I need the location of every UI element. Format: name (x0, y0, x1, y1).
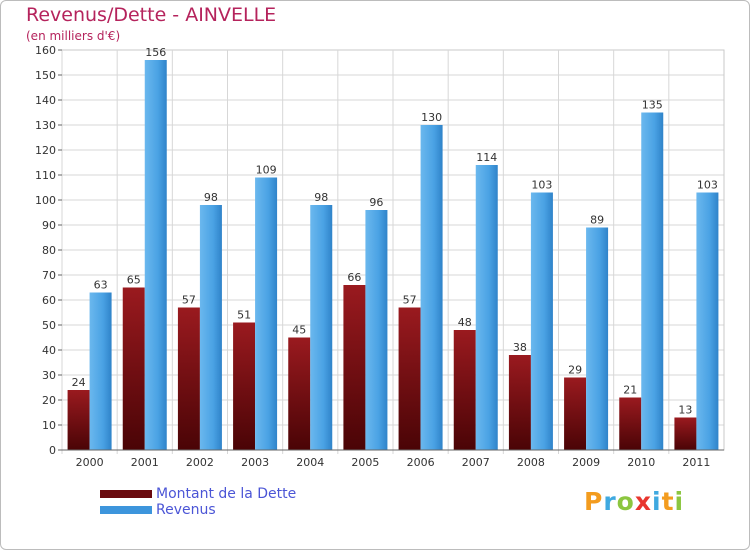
bar-debt (233, 322, 256, 450)
data-label-debt: 45 (292, 324, 306, 337)
legend-swatch-debt (100, 490, 152, 498)
data-label-revenus: 103 (531, 179, 552, 192)
data-label-debt: 38 (513, 341, 527, 354)
bar-revenus (89, 292, 112, 450)
y-tick-label: 20 (42, 394, 56, 407)
y-tick-label: 0 (49, 444, 56, 457)
bar-revenus (586, 227, 609, 450)
x-tick-label: 2002 (186, 456, 214, 469)
bar-debt (67, 390, 90, 450)
data-label-debt: 57 (182, 294, 196, 307)
bar-revenus (255, 177, 278, 450)
x-tick-label: 2007 (462, 456, 490, 469)
x-tick-label: 2010 (627, 456, 655, 469)
bar-debt (177, 307, 200, 450)
y-tick-label: 90 (42, 219, 56, 232)
chart-subtitle: (en milliers d'€) (26, 29, 121, 43)
bar-debt (343, 285, 366, 450)
legend-item-revenus: Revenus (100, 502, 296, 518)
y-tick-label: 160 (35, 44, 56, 57)
bar-debt (398, 307, 421, 450)
y-tick-label: 150 (35, 69, 56, 82)
bar-revenus (696, 192, 719, 450)
bar-debt (674, 417, 697, 450)
data-label-revenus: 114 (476, 151, 497, 164)
logo-letter: x (634, 487, 652, 516)
y-tick-label: 140 (35, 94, 56, 107)
bar-revenus (475, 165, 498, 450)
x-tick-label: 2003 (241, 456, 269, 469)
legend-label-debt: Montant de la Dette (156, 486, 297, 502)
logo-letter: P (584, 487, 604, 516)
y-tick-label: 70 (42, 269, 56, 282)
bar-debt (508, 355, 531, 450)
bar-revenus (365, 210, 388, 450)
x-tick-label: 2009 (572, 456, 600, 469)
logo-letter: i (652, 487, 662, 516)
x-tick-label: 2011 (682, 456, 710, 469)
bar-debt (453, 330, 476, 450)
logo-letter: t (661, 487, 675, 516)
data-label-revenus: 98 (204, 191, 218, 204)
data-label-revenus: 135 (642, 99, 663, 112)
data-label-debt: 24 (72, 376, 86, 389)
logo-letter: o (616, 487, 635, 516)
x-tick-label: 2004 (296, 456, 324, 469)
proxiti-logo: Proxiti (584, 487, 684, 516)
data-label-debt: 66 (347, 271, 361, 284)
data-label-debt: 21 (623, 384, 637, 397)
data-label-debt: 65 (127, 274, 141, 287)
y-tick-label: 80 (42, 244, 56, 257)
y-tick-label: 130 (35, 119, 56, 132)
logo-letter: r (603, 487, 617, 516)
data-label-revenus: 98 (314, 191, 328, 204)
y-tick-label: 30 (42, 369, 56, 382)
legend-swatch-revenus (100, 506, 152, 514)
y-tick-label: 50 (42, 319, 56, 332)
data-label-revenus: 89 (590, 214, 604, 227)
logo-letter: i (674, 487, 685, 516)
y-tick-label: 110 (35, 169, 56, 182)
data-label-revenus: 96 (369, 196, 383, 209)
data-label-revenus: 130 (421, 111, 442, 124)
data-label-debt: 51 (237, 309, 251, 322)
bar-debt (619, 397, 642, 450)
bar-revenus (310, 205, 333, 450)
y-tick-label: 120 (35, 144, 56, 157)
data-label-revenus: 109 (256, 164, 277, 177)
data-label-revenus: 156 (145, 46, 166, 59)
data-label-revenus: 103 (697, 179, 718, 192)
bar-revenus (420, 125, 443, 450)
bar-revenus (641, 112, 664, 450)
chart-title: Revenus/Dette - AINVELLE (26, 4, 277, 26)
y-tick-label: 40 (42, 344, 56, 357)
x-tick-label: 2008 (517, 456, 545, 469)
data-label-debt: 57 (403, 294, 417, 307)
x-tick-label: 2001 (131, 456, 159, 469)
bar-debt (564, 377, 587, 450)
legend: Montant de la Dette Revenus (100, 486, 296, 518)
data-label-debt: 13 (678, 404, 692, 417)
bar-debt (288, 337, 311, 450)
bar-revenus (144, 60, 167, 450)
y-tick-label: 10 (42, 419, 56, 432)
bar-debt (122, 287, 145, 450)
data-label-debt: 29 (568, 364, 582, 377)
y-tick-label: 100 (35, 194, 56, 207)
y-tick-label: 60 (42, 294, 56, 307)
bar-revenus (530, 192, 553, 450)
legend-item-debt: Montant de la Dette (100, 486, 296, 502)
bar-revenus (199, 205, 222, 450)
legend-label-revenus: Revenus (156, 502, 216, 518)
x-tick-label: 2006 (407, 456, 435, 469)
data-label-revenus: 63 (94, 279, 108, 292)
data-label-debt: 48 (458, 316, 472, 329)
x-tick-label: 2005 (351, 456, 379, 469)
x-tick-label: 2000 (76, 456, 104, 469)
